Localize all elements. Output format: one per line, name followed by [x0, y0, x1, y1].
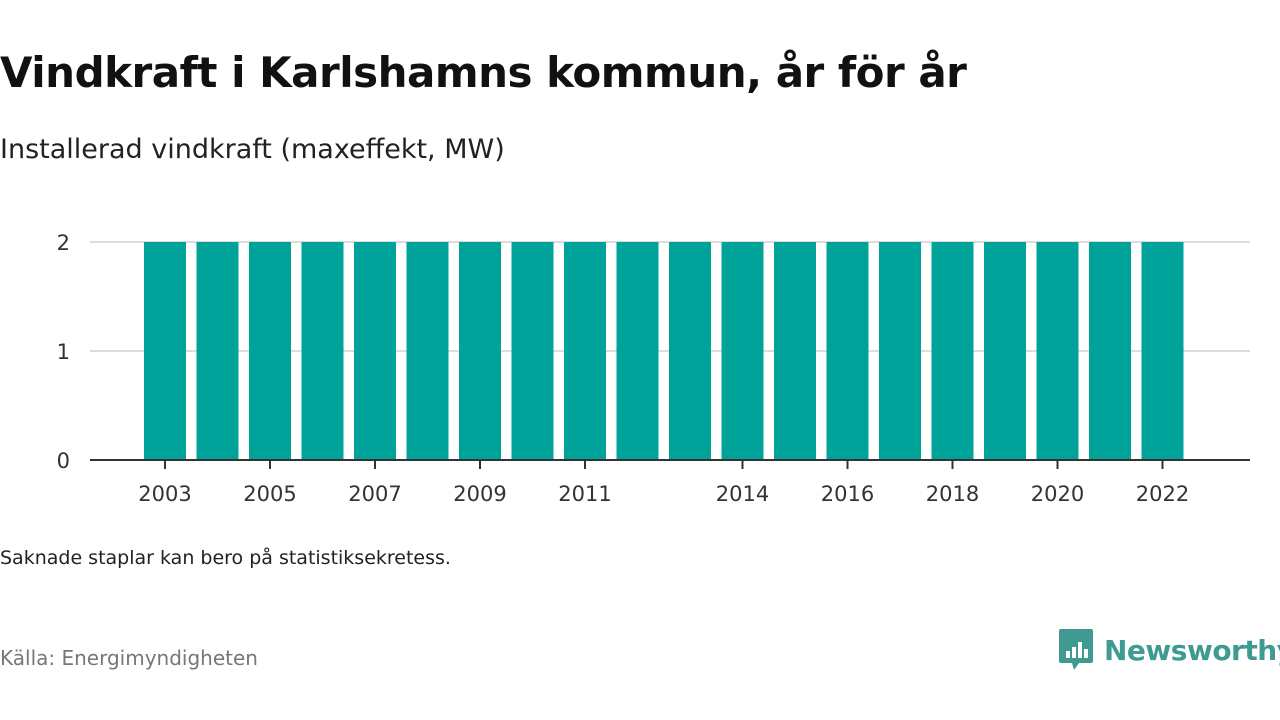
- bar-2008: [406, 242, 449, 460]
- bar-2005: [249, 242, 291, 460]
- bar-2021: [1089, 242, 1131, 460]
- bars: [144, 242, 1184, 460]
- axes: [90, 459, 1250, 469]
- x-tick-label-2022: 2022: [1136, 482, 1189, 506]
- y-tick-label-1: 1: [57, 340, 70, 364]
- bar-2014: [721, 242, 764, 460]
- x-tick-label-2003: 2003: [138, 482, 191, 506]
- newsworthy-logo: Newsworthy: [1058, 628, 1280, 672]
- x-tick-label-2016: 2016: [821, 482, 874, 506]
- bar-2003: [144, 242, 186, 460]
- y-tick-label-2: 2: [57, 231, 70, 255]
- bar-2006: [301, 242, 344, 460]
- chart-subtitle: Installerad vindkraft (maxeffekt, MW): [0, 134, 505, 165]
- brand-name: Newsworthy: [1104, 633, 1280, 667]
- bar-2012: [616, 242, 659, 460]
- x-tick-label-2005: 2005: [243, 482, 296, 506]
- bar-2010: [511, 242, 554, 460]
- bar-2022: [1141, 242, 1184, 460]
- bar-2020: [1036, 242, 1079, 460]
- bar-2019: [984, 242, 1026, 460]
- bar-2017: [879, 242, 921, 460]
- bar-2011: [564, 242, 606, 460]
- x-tick-label-2007: 2007: [348, 482, 401, 506]
- x-tick-label-2020: 2020: [1031, 482, 1084, 506]
- chart-title: Vindkraft i Karlshamns kommun, år för år: [0, 48, 967, 97]
- source-credit: Källa: Energimyndigheten: [0, 646, 258, 670]
- bar-2016: [826, 242, 869, 460]
- x-tick-label-2018: 2018: [926, 482, 979, 506]
- bar-2009: [459, 242, 501, 460]
- bar-2013: [669, 242, 711, 460]
- y-tick-label-0: 0: [57, 449, 70, 473]
- bar-2007: [354, 242, 396, 460]
- x-tick-label-2009: 2009: [453, 482, 506, 506]
- bar-2018: [931, 242, 974, 460]
- footnote: Saknade staplar kan bero på statistiksek…: [0, 547, 451, 569]
- tick-labels: 0 1 2 2003 2005 2007 2009 2011 2014 2016 2018 2020 2…: [57, 231, 1190, 506]
- bar-2004: [196, 242, 239, 460]
- chart-bubble-icon: [1059, 629, 1093, 670]
- x-tick-label-2011: 2011: [558, 482, 611, 506]
- x-tick-label-2014: 2014: [716, 482, 769, 506]
- bar-2015: [774, 242, 816, 460]
